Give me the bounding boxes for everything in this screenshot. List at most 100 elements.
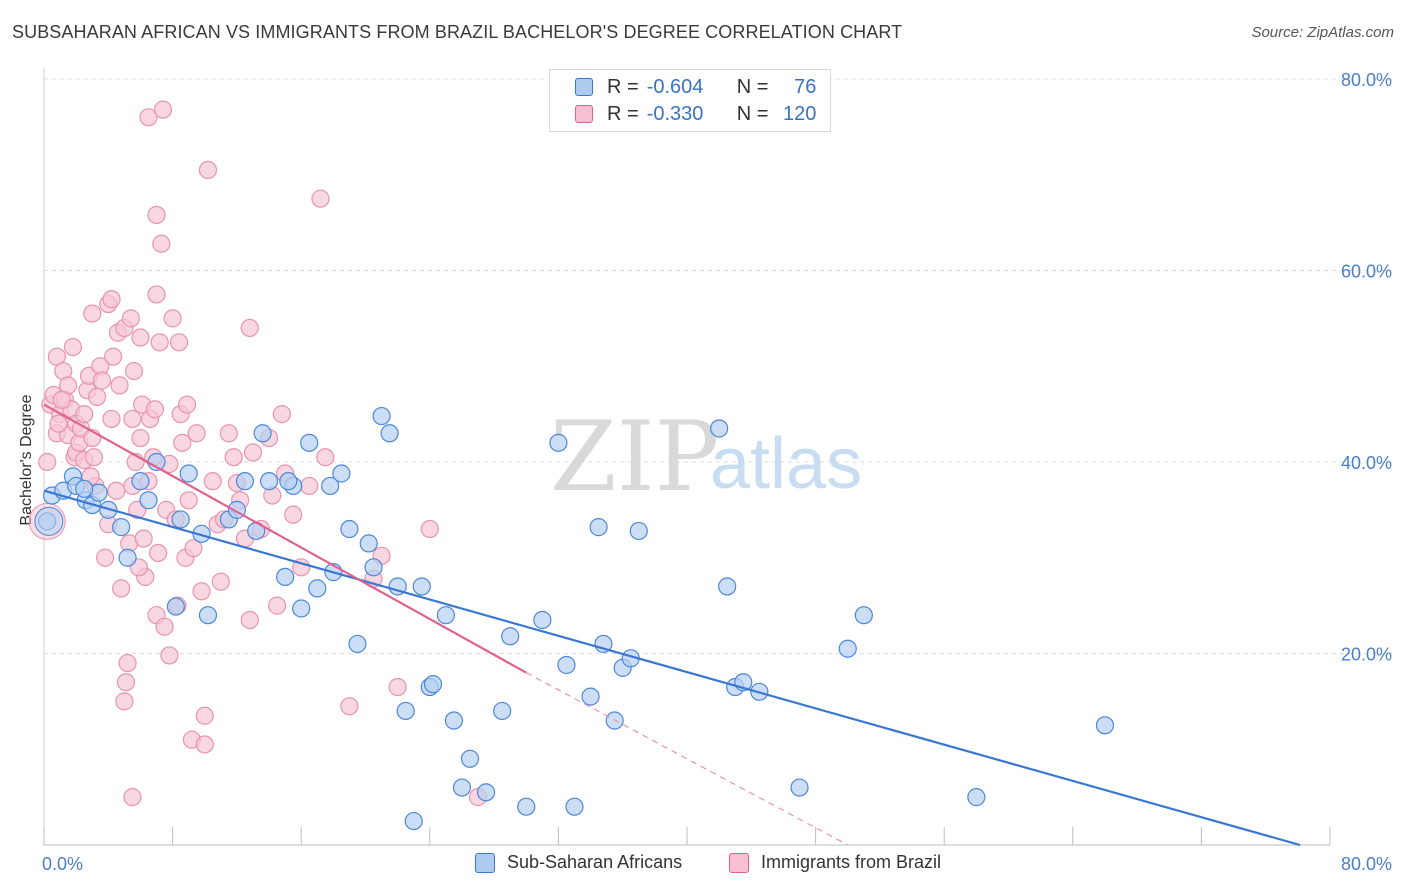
legend-r-label: R = — [607, 75, 639, 98]
point-immigrants-brazil — [267, 596, 287, 615]
point-subsaharan — [460, 749, 480, 768]
point-subsaharan — [854, 606, 873, 625]
point-immigrants-brazil — [38, 452, 57, 472]
point-immigrants-brazil — [169, 333, 189, 352]
point-immigrants-brazil — [195, 706, 214, 725]
point-immigrants-brazil — [153, 100, 173, 119]
point-immigrants-brazil — [123, 788, 142, 807]
point-immigrants-brazil — [116, 673, 136, 692]
point-subsaharan — [166, 597, 185, 616]
point-subsaharan — [139, 491, 158, 510]
x-tick-label: 80.0% — [1341, 854, 1392, 874]
point-subsaharan — [710, 419, 729, 438]
trend-lines — [43, 403, 1301, 847]
y-tick-label: 40.0% — [1341, 453, 1392, 473]
point-immigrants-brazil — [224, 448, 243, 467]
point-immigrants-brazil — [203, 472, 222, 491]
legend-n-label: N = — [736, 75, 769, 98]
trend-line-pink-extension — [525, 672, 849, 846]
point-immigrants-brazil — [123, 409, 142, 429]
series-pink-points — [28, 100, 488, 807]
legend-item-pink: Immigrants from Brazil — [729, 852, 941, 873]
point-subsaharan — [259, 472, 279, 491]
point-subsaharan — [171, 510, 190, 529]
point-subsaharan — [838, 639, 857, 658]
y-tick-label: 60.0% — [1341, 262, 1392, 282]
point-immigrants-brazil — [121, 309, 140, 328]
point-immigrants-brazil — [316, 448, 335, 467]
point-subsaharan — [1095, 716, 1115, 735]
point-subsaharan — [967, 788, 986, 807]
point-subsaharan — [517, 797, 536, 816]
point-subsaharan — [321, 476, 340, 496]
legend-n-label: N = — [736, 102, 769, 125]
point-subsaharan — [235, 472, 255, 491]
point-immigrants-brazil — [102, 290, 121, 309]
trend-line-pink — [43, 403, 527, 674]
point-subsaharan — [501, 627, 520, 646]
point-immigrants-brazil — [145, 400, 165, 419]
point-immigrants-brazil — [420, 519, 439, 539]
y-tick-label: 20.0% — [1341, 645, 1392, 665]
point-subsaharan — [332, 464, 351, 483]
point-immigrants-brazil — [52, 390, 71, 409]
x-tick-labels: 0.0% 80.0% — [42, 854, 1392, 874]
point-immigrants-brazil — [311, 189, 330, 208]
legend-label-pink: Immigrants from Brazil — [761, 852, 942, 872]
legend-r-label: R = — [607, 102, 639, 125]
point-immigrants-brazil — [163, 309, 182, 328]
legend-r-value-pink: -0.330 — [646, 102, 704, 125]
point-immigrants-brazil — [272, 405, 292, 424]
point-subsaharan-large — [34, 506, 64, 536]
point-immigrants-brazil — [49, 414, 68, 433]
point-immigrants-brazil — [195, 735, 214, 754]
point-subsaharan — [279, 472, 298, 491]
point-subsaharan — [300, 433, 319, 452]
point-immigrants-brazil — [63, 338, 83, 357]
point-subsaharan — [380, 424, 399, 443]
point-immigrants-brazil — [219, 424, 238, 443]
point-immigrants-brazil — [102, 409, 121, 429]
y-tick-label: 80.0% — [1341, 70, 1392, 90]
point-immigrants-brazil — [340, 697, 359, 716]
point-subsaharan — [493, 701, 512, 721]
legend-row-blue: R = -0.604 N = 76 — [575, 74, 816, 100]
point-subsaharan — [276, 567, 295, 587]
point-immigrants-brazil — [192, 582, 211, 601]
point-immigrants-brazil — [243, 443, 263, 462]
chart-title: SUBSAHARAN AFRICAN VS IMMIGRANTS FROM BR… — [12, 22, 903, 42]
point-subsaharan — [198, 606, 218, 625]
point-immigrants-brazil — [83, 304, 102, 323]
point-subsaharan — [292, 599, 311, 618]
point-immigrants-brazil — [92, 371, 111, 390]
point-subsaharan — [118, 548, 137, 567]
point-subsaharan — [557, 655, 576, 675]
point-subsaharan — [581, 687, 600, 706]
point-immigrants-brazil — [184, 539, 203, 558]
point-immigrants-brazil — [198, 160, 218, 180]
legend-swatch-blue — [475, 852, 495, 873]
y-tick-labels: 20.0% 40.0% 60.0% 80.0% — [1341, 70, 1392, 665]
point-subsaharan — [565, 797, 584, 816]
point-immigrants-brazil — [177, 395, 197, 414]
point-immigrants-brazil — [284, 505, 303, 524]
point-immigrants-brazil — [388, 677, 407, 697]
point-subsaharan — [718, 577, 737, 596]
point-immigrants-brazil — [104, 347, 123, 366]
point-immigrants-brazil — [149, 543, 168, 563]
point-subsaharan — [359, 534, 378, 553]
point-subsaharan — [423, 675, 443, 694]
point-subsaharan — [533, 610, 552, 630]
point-subsaharan — [112, 518, 131, 537]
point-immigrants-brazil — [134, 529, 153, 548]
point-subsaharan — [444, 711, 464, 730]
point-subsaharan — [629, 521, 648, 541]
point-subsaharan — [452, 778, 472, 797]
point-immigrants-brazil — [84, 448, 103, 467]
point-immigrants-brazil — [300, 476, 319, 496]
point-immigrants-brazil — [124, 361, 144, 381]
legend-swatch-pink — [729, 852, 749, 873]
legend-row-pink: R = -0.330 N = 120 — [575, 101, 816, 127]
point-immigrants-brazil — [150, 333, 169, 352]
